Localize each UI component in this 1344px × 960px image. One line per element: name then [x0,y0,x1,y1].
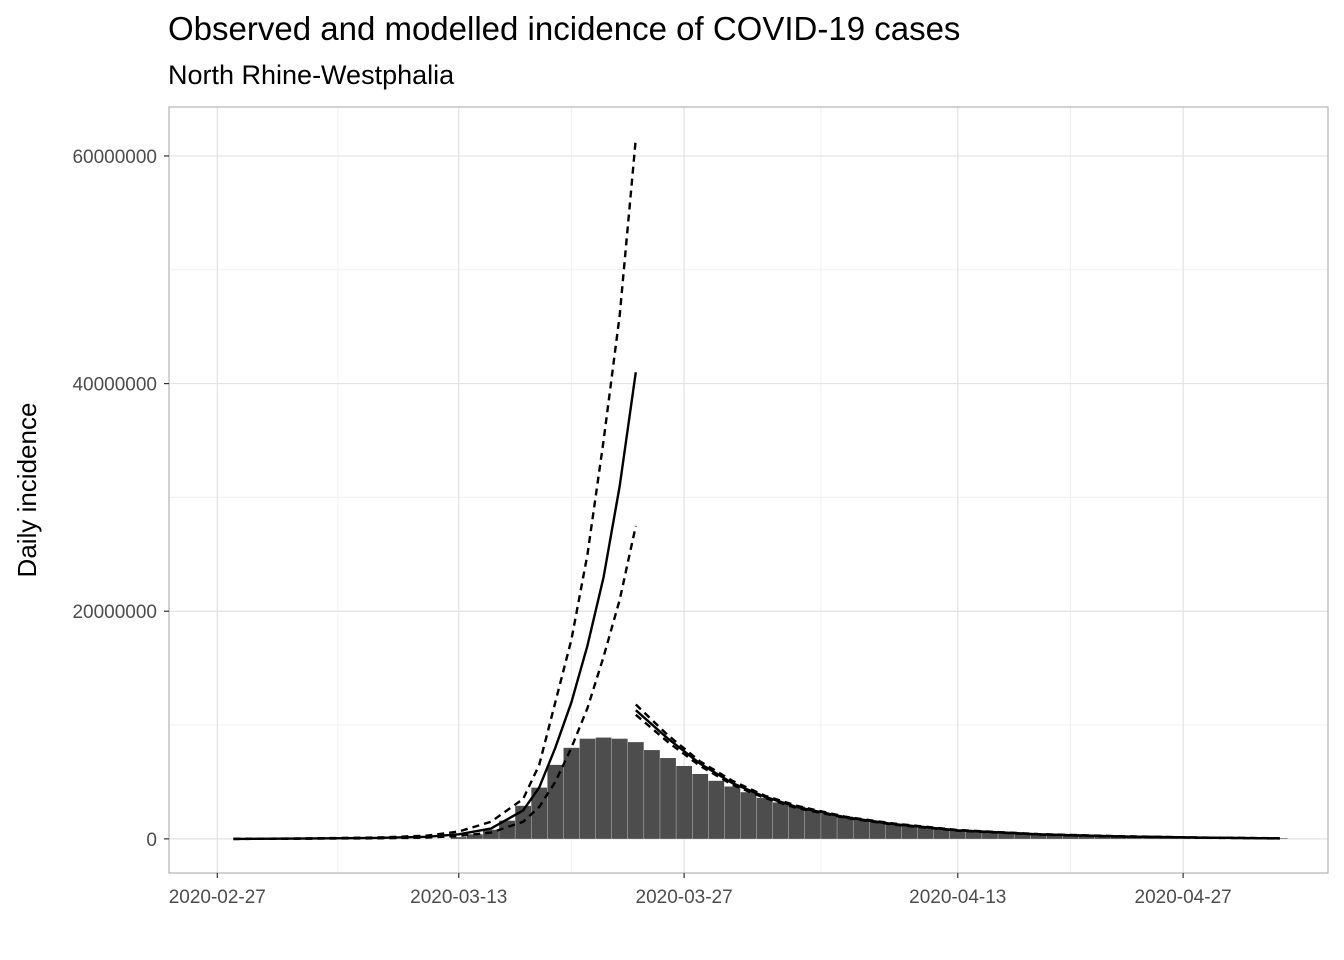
panel-border [168,106,1329,874]
bar-observed [611,738,628,839]
y-tick-label: 60000000 [72,147,157,168]
y-tick-label: 20000000 [72,602,157,623]
bar-observed [579,738,596,839]
bar-observed [869,821,886,839]
bar-observed [772,802,789,839]
bar-observed [644,750,660,839]
bar-observed [483,829,499,839]
bar-observed [1030,834,1047,839]
bar-observed [917,827,934,839]
bar-observed [740,792,757,839]
bar-observed [821,813,837,839]
bar-observed [1094,836,1111,839]
model-line-lower [233,525,637,841]
bar-observed [837,816,853,839]
bar-observed [933,828,950,839]
model-line-upper [233,138,637,841]
bar-observed [1078,835,1095,839]
bar-observed [563,747,580,839]
bar-observed [531,787,548,839]
model-line-upper [634,703,1280,840]
y-tick-label: 40000000 [72,375,157,396]
y-axis-title: Daily incidence [12,403,42,578]
bar-observed [805,810,821,839]
bar-observed [466,834,483,839]
bar-observed [982,832,998,839]
bar-observed [708,780,725,839]
x-tick-label: 2020-04-27 [1135,887,1232,908]
bar-observed [692,773,709,839]
chart-subtitle: North Rhine-Westphalia [168,60,455,90]
bar-observed [1014,833,1031,839]
x-tick-label: 2020-02-27 [169,887,266,908]
bar-observed [901,825,918,839]
bar-observed [676,766,692,839]
bar-observed [595,737,612,839]
bar-observed [1062,835,1079,839]
bar-observed [1271,838,1288,839]
bar-observed [853,819,870,839]
bar-observed [450,837,467,839]
bar-observed [1110,836,1127,839]
bar-observed [965,831,982,839]
bar-observed [949,830,966,839]
bar-observed [660,758,676,839]
model-line-central [233,372,637,841]
x-tick-label: 2020-04-13 [909,887,1006,908]
chart-title: Observed and modelled incidence of COVID… [168,10,960,47]
x-tick-label: 2020-03-13 [410,887,507,908]
y-tick-label: 0 [146,830,157,851]
bar-observed [1046,834,1063,839]
bar-observed [547,764,564,839]
bar-observed [885,824,902,839]
bar-observed [998,832,1014,839]
x-tick-label: 2020-03-27 [636,887,733,908]
bar-observed [788,806,805,839]
bar-observed [756,797,773,839]
bar-observed [724,786,741,839]
bar-observed [627,742,644,839]
plot-area: 2020-02-27 2020-03-13 2020-03-27 2020-04-13… [72,106,1329,908]
